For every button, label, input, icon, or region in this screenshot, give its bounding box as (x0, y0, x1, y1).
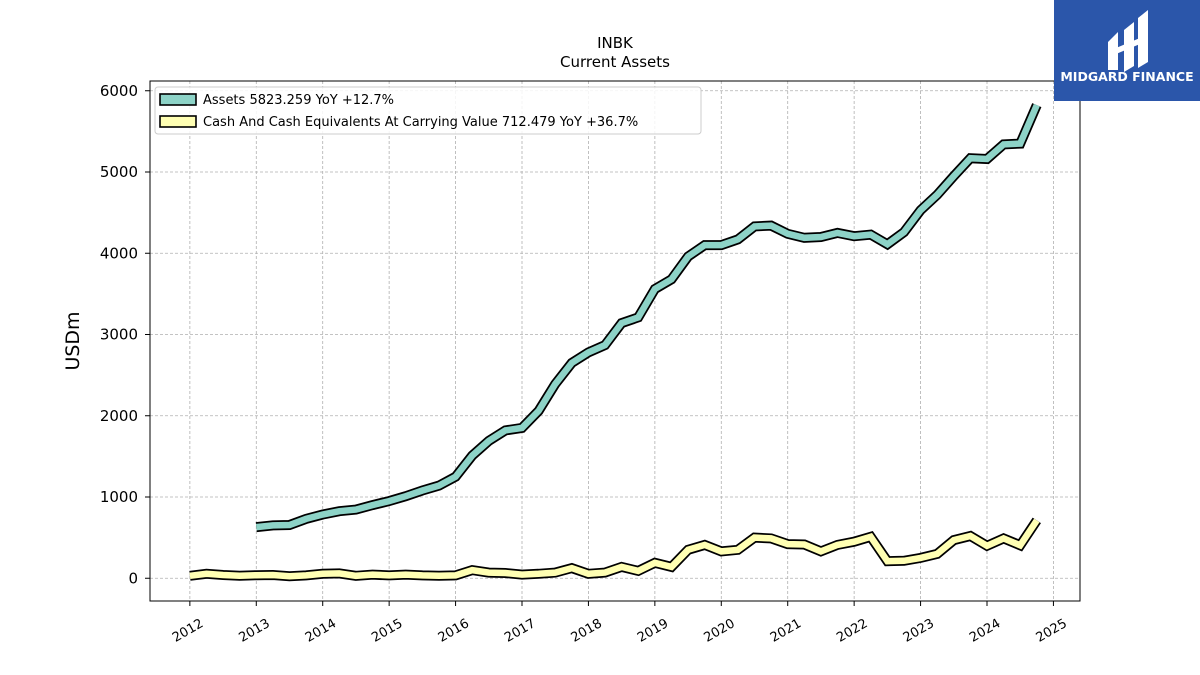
legend: Assets 5823.259 YoY +12.7% Cash And Cash… (154, 86, 702, 135)
x-tick-label: 2016 (436, 616, 472, 646)
plot-frame (149, 80, 1081, 602)
x-tick-label: 2013 (236, 616, 272, 646)
legend-label-cash: Cash And Cash Equivalents At Carrying Va… (203, 115, 638, 130)
y-tick-label: 4000 (100, 244, 138, 262)
x-tick-label: 2024 (967, 616, 1003, 646)
y-axis-label: USDm (62, 311, 84, 370)
y-tick-label: 2000 (100, 407, 138, 425)
x-tick-label: 2025 (1034, 616, 1070, 646)
x-axis-ticks: 2012 2013 2014 2015 2016 2017 2018 2019 2020 2021… (170, 601, 1070, 646)
x-tick-label: 2019 (635, 616, 671, 646)
legend-box (154, 86, 702, 135)
legend-swatch-assets (159, 93, 197, 106)
x-tick-label: 2021 (768, 616, 804, 646)
x-tick-label: 2018 (569, 616, 605, 646)
legend-swatch-cash (159, 115, 197, 128)
x-tick-label: 2020 (701, 616, 737, 646)
chart-title: INBK (597, 34, 634, 52)
chart-subtitle: Current Assets (560, 53, 670, 71)
y-tick-label: 0 (128, 569, 138, 587)
x-tick-label: 2012 (170, 616, 206, 646)
series-line-outline-assets (255, 103, 1042, 533)
legend-label-assets: Assets 5823.259 YoY +12.7% (203, 93, 394, 108)
series-line-assets (255, 103, 1040, 531)
y-tick-label: 6000 (100, 82, 138, 100)
series-line-cash (189, 518, 1040, 580)
grid-lines (150, 81, 1080, 601)
x-tick-label: 2015 (369, 616, 405, 646)
series-lines (189, 103, 1042, 582)
y-tick-label: 1000 (100, 488, 138, 506)
logo-text: MIDGARD FINANCE (1060, 69, 1193, 84)
midgard-finance-logo: MIDGARD FINANCE (1054, 0, 1200, 101)
x-tick-label: 2017 (502, 616, 538, 646)
x-tick-label: 2023 (901, 616, 937, 646)
x-tick-label: 2014 (303, 616, 339, 646)
x-tick-label: 2022 (834, 616, 870, 646)
y-axis-ticks: 0 1000 2000 3000 4000 5000 6000 (100, 82, 150, 587)
y-tick-label: 3000 (100, 326, 138, 344)
y-tick-label: 5000 (100, 163, 138, 181)
logo-mark-icon (1108, 10, 1148, 72)
